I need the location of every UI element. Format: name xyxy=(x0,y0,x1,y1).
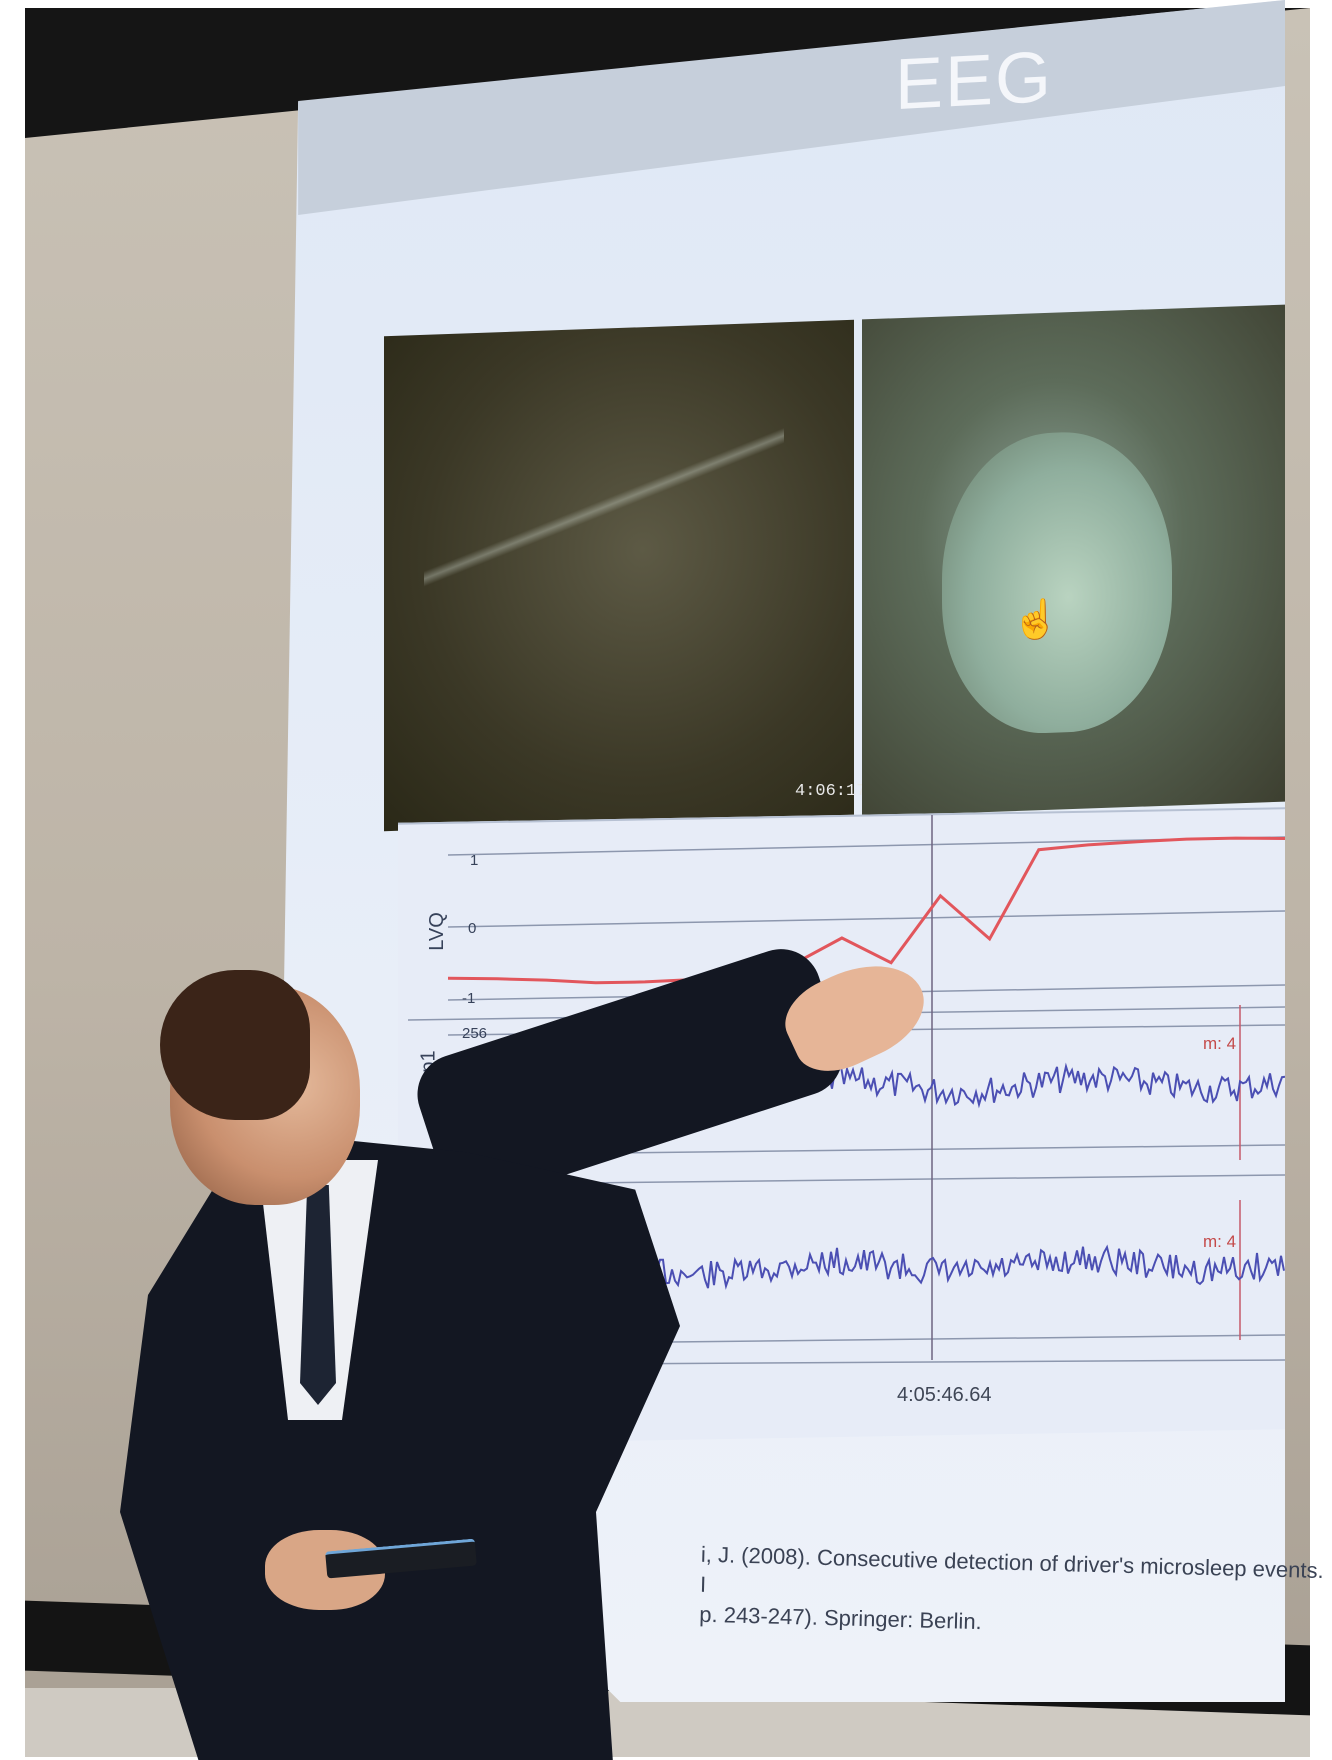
presenter-tie xyxy=(300,1185,336,1405)
road-view xyxy=(424,402,784,675)
marker-label-top: m: 4 xyxy=(1203,1034,1237,1053)
lvq-tick-top: 1 xyxy=(470,852,479,869)
video-timestamp: 4:06:17 xyxy=(795,782,867,801)
slide-title: EEG xyxy=(895,36,1054,126)
lvq-tick-middle: 0 xyxy=(468,920,477,937)
driver-face xyxy=(942,428,1172,737)
road-camera-video xyxy=(384,319,854,832)
chart-time-label: 4:05:46.64 xyxy=(897,1384,992,1406)
slide-caption: i, J. (2008). Consecutive detection of d… xyxy=(699,1540,1332,1647)
hand-pointer-icon: ☝ xyxy=(1012,599,1060,641)
presenter-jacket xyxy=(120,1140,680,1760)
presenter-hair xyxy=(160,970,310,1120)
lvq-series-line xyxy=(447,836,1285,985)
marker-label-bottom: m: 4 xyxy=(1203,1232,1237,1251)
driver-camera-video xyxy=(862,304,1285,817)
lvq-tick-bottom: -1 xyxy=(462,990,476,1007)
eeg-channel-2-line xyxy=(587,1244,1285,1290)
lvq-axis-label: LVQ xyxy=(425,912,448,951)
p1-tick-top: 256 xyxy=(462,1025,488,1042)
